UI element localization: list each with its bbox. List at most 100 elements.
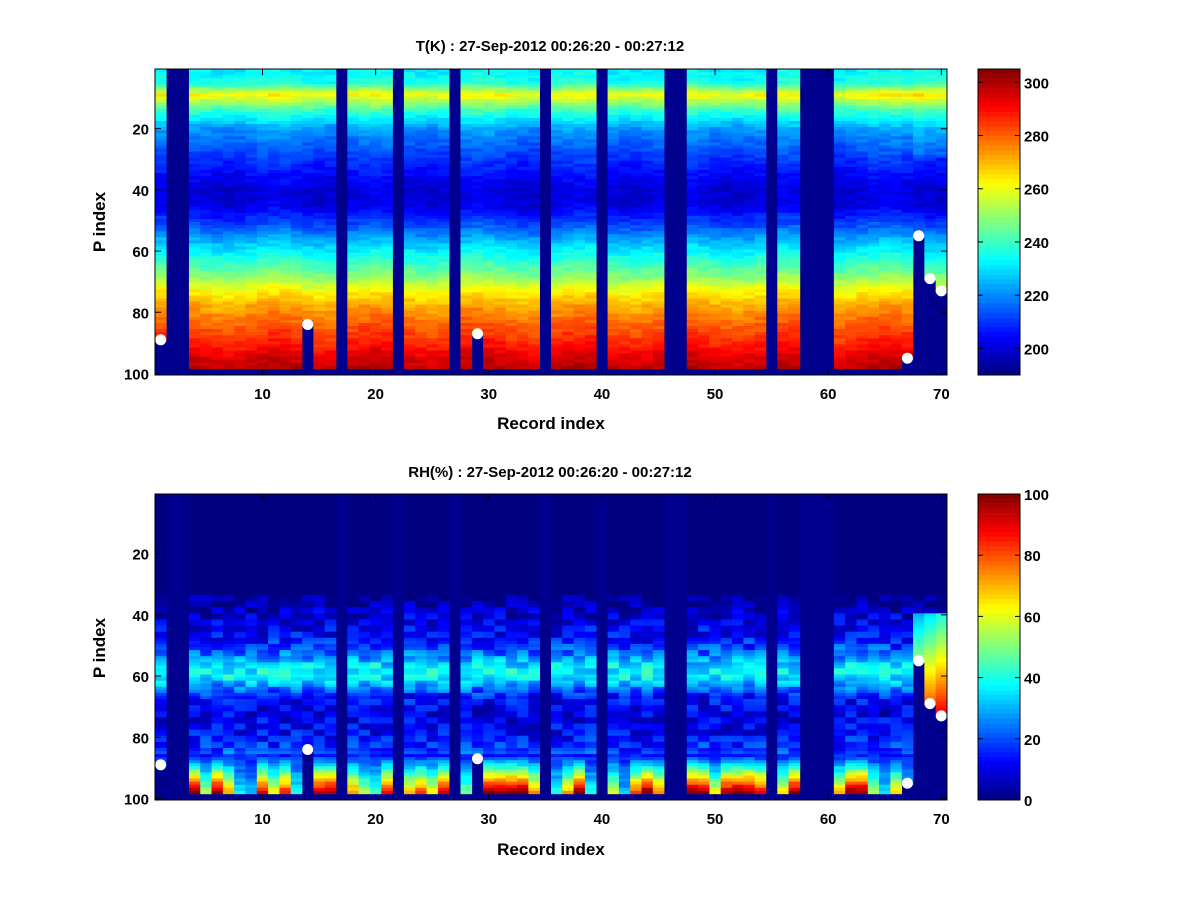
heatmap-cell [732, 124, 744, 128]
heatmap-cell [720, 310, 733, 315]
heatmap-cell [222, 212, 235, 217]
heatmap-cell [777, 264, 789, 269]
heatmap-cell [471, 243, 484, 247]
heatmap-cell [856, 84, 869, 88]
heatmap-cell [471, 111, 484, 116]
heatmap-cell [324, 127, 337, 131]
heatmap-cell [517, 151, 529, 155]
heatmap-cell [856, 194, 869, 198]
heatmap-cell [573, 197, 586, 201]
heatmap-cell [211, 102, 224, 107]
heatmap-cell [833, 99, 846, 103]
heatmap-cell [460, 200, 473, 204]
heatmap-cell [584, 240, 597, 244]
heatmap-cell [155, 69, 167, 73]
heatmap-cell [437, 298, 450, 302]
heatmap-cell [200, 365, 212, 370]
record-column [460, 69, 473, 370]
heatmap-cell [279, 304, 292, 308]
heatmap-cell [743, 105, 755, 110]
heatmap-cell [618, 350, 631, 354]
heatmap-cell [245, 304, 258, 308]
heatmap-cell [437, 335, 450, 339]
heatmap-cell [732, 301, 744, 305]
heatmap-cell [415, 206, 427, 211]
heatmap-cell [754, 209, 767, 214]
heatmap-cell [234, 228, 246, 232]
heatmap-cell [584, 335, 597, 339]
heatmap-cell [369, 255, 382, 260]
heatmap-cell [698, 261, 710, 266]
heatmap-cell [347, 319, 359, 324]
heatmap-cell [268, 347, 280, 351]
heatmap-cell [833, 359, 846, 364]
heatmap-cell [211, 326, 224, 330]
heatmap-cell [630, 252, 642, 256]
heatmap-cell [324, 350, 337, 354]
heatmap-cell [686, 102, 699, 107]
heatmap-cell [211, 81, 224, 85]
heatmap-cell [607, 255, 620, 260]
heatmap-cell [732, 200, 744, 204]
heatmap-cell [584, 237, 597, 241]
heatmap-cell [426, 353, 439, 357]
heatmap-cell [630, 206, 642, 211]
heatmap-cell [562, 341, 574, 345]
heatmap-cell [517, 274, 529, 278]
heatmap-cell [698, 298, 710, 302]
heatmap-cell [732, 108, 744, 113]
heatmap-cell [381, 145, 393, 149]
heatmap-cell [426, 102, 439, 107]
heatmap-cell [867, 136, 880, 140]
heatmap-cell [788, 234, 801, 238]
heatmap-cell [517, 264, 529, 269]
heatmap-cell [867, 151, 880, 155]
heatmap-cell [562, 191, 574, 195]
heatmap-cell [856, 292, 869, 296]
heatmap-cell [302, 87, 314, 91]
heatmap-cell [845, 87, 857, 91]
heatmap-cell [279, 225, 292, 229]
heatmap-cell [483, 173, 495, 177]
heatmap-cell [483, 292, 495, 296]
heatmap-cell [845, 267, 857, 272]
heatmap-cell [347, 243, 359, 247]
heatmap-cell [720, 295, 733, 299]
heatmap-cell [607, 301, 620, 305]
heatmap-cell [200, 270, 212, 275]
heatmap-cell [584, 313, 597, 318]
heatmap-cell [528, 173, 540, 177]
heatmap-cell [562, 353, 574, 357]
heatmap-cell [268, 69, 280, 73]
heatmap-cell [290, 258, 303, 263]
heatmap-cell [754, 307, 767, 312]
heatmap-cell [324, 304, 337, 308]
heatmap-cell [505, 75, 518, 79]
heatmap-cell [234, 234, 246, 238]
heatmap-cell [720, 225, 733, 229]
heatmap-cell [833, 356, 846, 360]
heatmap-cell [268, 188, 280, 192]
heatmap-cell [573, 151, 586, 155]
heatmap-cell [290, 117, 303, 122]
heatmap-cell [369, 145, 382, 149]
heatmap-cell [426, 249, 439, 253]
heatmap-cell [200, 255, 212, 260]
heatmap-cell [845, 304, 857, 308]
heatmap-cell [437, 240, 450, 244]
heatmap-cell [607, 157, 620, 162]
heatmap-cell [256, 130, 269, 134]
heatmap-cell [200, 90, 212, 94]
heatmap-cell [369, 160, 382, 165]
heatmap-cell [369, 169, 382, 174]
heatmap-cell [313, 274, 326, 278]
heatmap-cell [268, 191, 280, 195]
heatmap-cell [426, 84, 439, 88]
heatmap-cell [313, 127, 326, 131]
heatmap-cell [279, 258, 292, 263]
heatmap-cell [754, 252, 767, 256]
heatmap-cell [494, 255, 507, 260]
heatmap-cell [234, 182, 246, 186]
heatmap-cell [867, 255, 880, 260]
heatmap-cell [268, 166, 280, 171]
